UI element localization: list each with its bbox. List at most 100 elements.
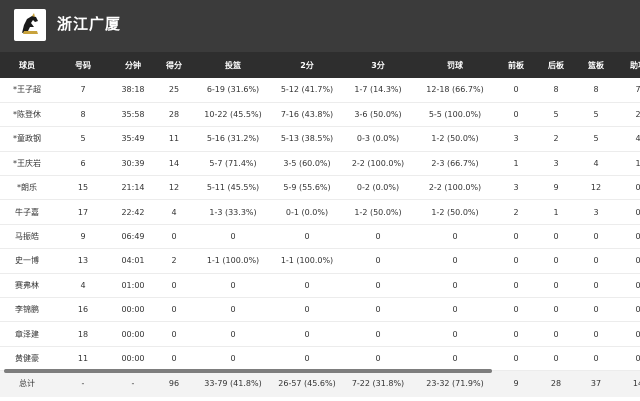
player-ast-cell: 0 xyxy=(635,353,640,363)
totals-number: - xyxy=(81,379,85,389)
player-minutes-cell: 00:00 xyxy=(121,353,145,363)
player-rows: *王子超 7 38:18 25 6-19 (31.6%) 5-12 (41.7%) 1-7 … xyxy=(0,78,640,371)
box-score-table-container[interactable]: 球员 号码 分钟 得分 投篮 2分 3分 罚球 前板 后板 篮板 助攻 失误 *… xyxy=(0,52,640,401)
table-row[interactable]: *陈登休 8 35:58 28 10-22 (45.5%) 7-16 (43.8%) 3-6… xyxy=(0,102,640,127)
player-number-cell: 17 xyxy=(77,207,89,217)
player-ft-cell: 0 xyxy=(452,353,458,363)
player-ft-cell: 5-5 (100.0%) xyxy=(428,110,482,120)
col-header-fg[interactable]: 投篮 xyxy=(225,60,241,70)
player-ast-cell: 0 xyxy=(635,207,640,217)
player-name-cell[interactable]: *王庆岩 xyxy=(13,158,41,168)
totals-dreb: 28 xyxy=(550,379,562,389)
player-2pt-cell: 5-13 (38.5%) xyxy=(280,134,334,144)
player-3pt-cell: 0 xyxy=(375,305,381,315)
player-dreb-cell: 2 xyxy=(553,134,559,144)
player-2pt-cell: 0 xyxy=(304,232,310,242)
player-3pt-cell: 0 xyxy=(375,232,381,242)
col-header-points[interactable]: 得分 xyxy=(166,60,182,70)
player-points-cell: 0 xyxy=(171,329,177,339)
table-row[interactable]: *王子超 7 38:18 25 6-19 (31.6%) 5-12 (41.7%) 1-7 … xyxy=(0,78,640,103)
player-3pt-cell: 0 xyxy=(375,280,381,290)
col-header-2pt[interactable]: 2分 xyxy=(300,60,314,70)
player-number-cell: 15 xyxy=(77,183,89,193)
col-header-ast[interactable]: 助攻 xyxy=(630,60,640,70)
player-number-cell: 9 xyxy=(80,232,86,242)
player-oreb-cell: 0 xyxy=(513,85,519,95)
player-reb-cell: 0 xyxy=(593,305,599,315)
player-dreb-cell: 0 xyxy=(553,353,559,363)
col-header-number[interactable]: 号码 xyxy=(75,60,91,70)
totals-row: 总计 - - 96 33-79 (41.8%) 26-57 (45.6%) 7-… xyxy=(0,370,640,397)
player-name-cell[interactable]: 史一博 xyxy=(15,256,39,266)
player-points-cell: 14 xyxy=(168,158,180,168)
player-points-cell: 0 xyxy=(171,353,177,363)
player-minutes-cell: 04:01 xyxy=(121,256,145,266)
player-2pt-cell: 0 xyxy=(304,305,310,315)
player-number-cell: 16 xyxy=(77,305,89,315)
table-row[interactable]: 史一博 13 04:01 2 1-1 (100.0%) 1-1 (100.0%) 0 0 0 0 0… xyxy=(0,249,640,274)
player-dreb-cell: 0 xyxy=(553,256,559,266)
col-header-ft[interactable]: 罚球 xyxy=(447,60,463,70)
player-minutes-cell: 21:14 xyxy=(121,183,145,193)
totals-reb: 37 xyxy=(590,379,602,389)
player-3pt-cell: 0 xyxy=(375,329,381,339)
table-row[interactable]: *童政钢 5 35:49 11 5-16 (31.2%) 5-13 (38.5%) 0-3 … xyxy=(0,127,640,152)
player-fg-cell: 0 xyxy=(230,329,236,339)
table-row[interactable]: *朗乐 15 21:14 12 5-11 (45.5%) 5-9 (55.6%) 0-2 (… xyxy=(0,176,640,200)
player-points-cell: 4 xyxy=(171,207,177,217)
player-3pt-cell: 2-2 (100.0%) xyxy=(351,158,405,168)
player-name-cell[interactable]: 章泽建 xyxy=(15,329,39,339)
totals-oreb: 9 xyxy=(513,379,519,389)
player-name-cell[interactable]: 牛子嘉 xyxy=(15,207,39,217)
player-name-cell[interactable]: 黄健豪 xyxy=(15,353,39,363)
player-minutes-cell: 06:49 xyxy=(121,232,145,242)
player-fg-cell: 1-3 (33.3%) xyxy=(209,207,257,217)
player-name-cell[interactable]: *朗乐 xyxy=(17,183,37,193)
player-2pt-cell: 0 xyxy=(304,329,310,339)
player-name-cell[interactable]: 赛弗林 xyxy=(15,280,39,290)
player-2pt-cell: 3-5 (60.0%) xyxy=(283,158,331,168)
col-header-3pt[interactable]: 3分 xyxy=(371,60,385,70)
player-name-cell[interactable]: 马振皓 xyxy=(15,232,39,242)
player-oreb-cell: 1 xyxy=(513,158,519,168)
player-2pt-cell: 7-16 (43.8%) xyxy=(280,110,334,120)
player-2pt-cell: 5-9 (55.6%) xyxy=(283,183,331,193)
col-header-player[interactable]: 球员 xyxy=(19,60,35,70)
player-oreb-cell: 0 xyxy=(513,280,519,290)
player-minutes-cell: 00:00 xyxy=(121,305,145,315)
player-3pt-cell: 1-7 (14.3%) xyxy=(354,85,402,95)
player-points-cell: 28 xyxy=(168,110,180,120)
player-reb-cell: 5 xyxy=(593,110,599,120)
player-ft-cell: 1-2 (50.0%) xyxy=(431,134,479,144)
player-number-cell: 8 xyxy=(80,110,86,120)
col-header-oreb[interactable]: 前板 xyxy=(508,60,524,70)
player-dreb-cell: 0 xyxy=(553,329,559,339)
player-3pt-cell: 0 xyxy=(375,353,381,363)
player-name-cell[interactable]: *童政钢 xyxy=(13,134,41,144)
col-header-reb[interactable]: 篮板 xyxy=(588,60,604,70)
player-3pt-cell: 1-2 (50.0%) xyxy=(354,207,402,217)
player-name-cell[interactable]: 李锦鹏 xyxy=(15,305,39,315)
player-points-cell: 12 xyxy=(168,183,180,193)
player-name-cell[interactable]: *王子超 xyxy=(13,85,41,95)
player-points-cell: 2 xyxy=(171,256,177,266)
totals-3pt: 7-22 (31.8%) xyxy=(351,379,405,389)
player-fg-cell: 10-22 (45.5%) xyxy=(204,110,262,120)
player-oreb-cell: 0 xyxy=(513,305,519,315)
box-score-table: 球员 号码 分钟 得分 投篮 2分 3分 罚球 前板 后板 篮板 助攻 失误 *… xyxy=(0,52,640,397)
player-fg-cell: 1-1 (100.0%) xyxy=(206,256,260,266)
horizontal-scrollbar[interactable] xyxy=(4,369,492,373)
player-name-cell[interactable]: *陈登休 xyxy=(13,110,41,120)
player-ast-cell: 2 xyxy=(635,110,640,120)
player-ast-cell: 0 xyxy=(635,256,640,266)
col-header-dreb[interactable]: 后板 xyxy=(548,60,564,70)
table-row[interactable]: 牛子嘉 17 22:42 4 1-3 (33.3%) 0-1 (0.0%) 1-2 (50.… xyxy=(0,200,640,225)
table-row[interactable]: *王庆岩 6 30:39 14 5-7 (71.4%) 3-5 (60.0%) 2-2 (1… xyxy=(0,151,640,176)
player-ft-cell: 0 xyxy=(452,305,458,315)
col-header-minutes[interactable]: 分钟 xyxy=(125,60,141,70)
